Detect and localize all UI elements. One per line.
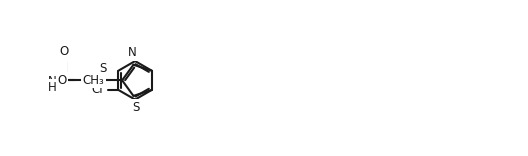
Text: O: O [60, 45, 69, 58]
Text: S: S [132, 100, 139, 114]
Text: N: N [128, 46, 136, 59]
Text: N: N [48, 75, 57, 88]
Text: Cl: Cl [91, 83, 103, 96]
Text: S: S [99, 62, 107, 75]
Text: O: O [57, 74, 67, 87]
Text: H: H [48, 81, 57, 94]
Text: CH₃: CH₃ [83, 74, 105, 87]
